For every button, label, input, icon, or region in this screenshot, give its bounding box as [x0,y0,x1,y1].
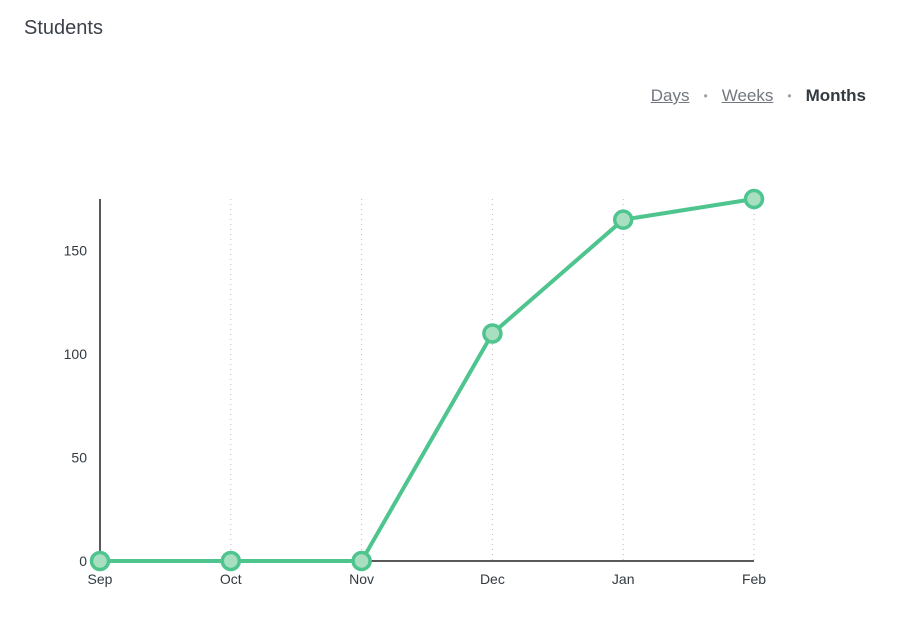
page-title: Students [24,17,103,39]
data-point-feb [743,188,765,210]
range-months-active[interactable]: Months [805,86,866,105]
range-weeks-link[interactable]: Weeks [721,86,774,105]
data-point-jan [612,209,634,230]
data-point-oct [220,550,242,572]
data-point-nov [351,550,372,572]
x-tick-label: Sep [88,571,113,587]
time-range-switch: Days • Weeks • Months [651,86,866,106]
series-line [98,197,756,563]
y-tick-label: 0 [79,553,87,569]
x-tick-label: Jan [612,571,635,587]
data-point-dec [482,323,503,344]
y-tick-label: 50 [71,450,87,466]
x-tick-label: Nov [349,571,374,587]
y-tick-label: 150 [64,243,88,259]
separator-dot: • [703,89,708,103]
y-tick-label: 100 [64,346,88,362]
x-tick-label: Dec [480,571,505,587]
data-point-sep [89,550,111,572]
range-days-link[interactable]: Days [650,86,690,105]
separator-dot: • [787,89,792,103]
x-tick-label: Oct [220,571,242,587]
x-tick-label: Feb [742,571,766,587]
